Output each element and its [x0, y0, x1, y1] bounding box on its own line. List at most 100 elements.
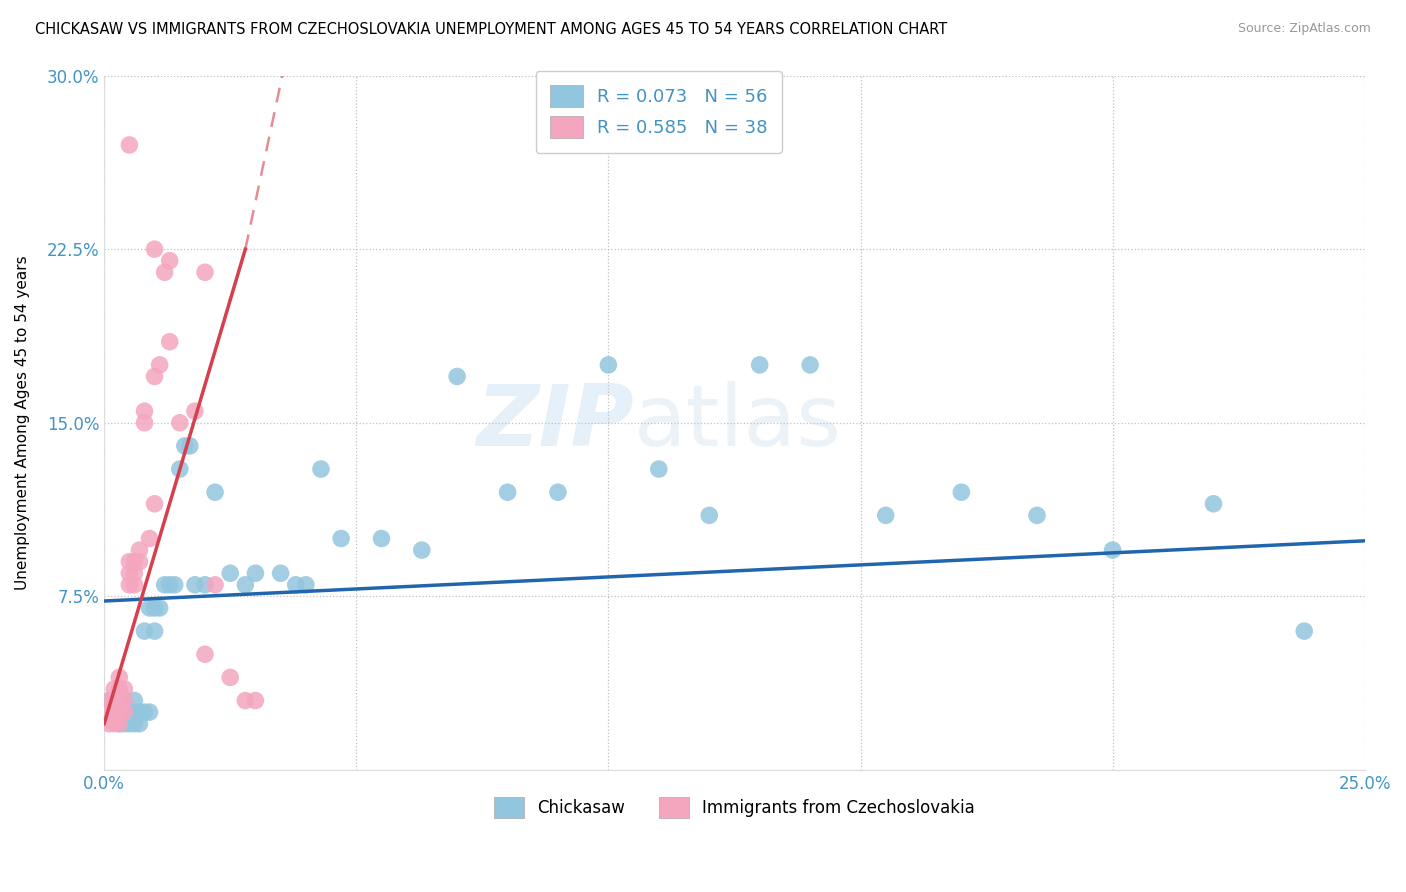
- Point: [1294, 624, 1316, 639]
- Point: [128, 555, 150, 569]
- Point: [143, 601, 166, 615]
- Point: [103, 705, 125, 719]
- Point: [173, 439, 195, 453]
- Point: [103, 716, 125, 731]
- Point: [118, 578, 141, 592]
- Point: [103, 705, 125, 719]
- Point: [124, 578, 146, 592]
- Point: [108, 693, 131, 707]
- Point: [219, 670, 242, 684]
- Point: [233, 693, 256, 707]
- Point: [138, 601, 160, 615]
- Point: [598, 358, 620, 372]
- Point: [149, 358, 172, 372]
- Point: [103, 681, 125, 696]
- Point: [748, 358, 770, 372]
- Point: [245, 566, 267, 581]
- Point: [112, 693, 135, 707]
- Point: [233, 578, 256, 592]
- Point: [284, 578, 307, 592]
- Point: [108, 716, 131, 731]
- Point: [184, 578, 207, 592]
- Point: [118, 138, 141, 153]
- Point: [547, 485, 569, 500]
- Point: [143, 624, 166, 639]
- Point: [112, 716, 135, 731]
- Text: CHICKASAW VS IMMIGRANTS FROM CZECHOSLOVAKIA UNEMPLOYMENT AMONG AGES 45 TO 54 YEA: CHICKASAW VS IMMIGRANTS FROM CZECHOSLOVA…: [35, 22, 948, 37]
- Point: [194, 578, 217, 592]
- Point: [124, 705, 146, 719]
- Point: [134, 624, 156, 639]
- Point: [143, 242, 166, 256]
- Point: [138, 532, 160, 546]
- Point: [799, 358, 821, 372]
- Point: [108, 693, 131, 707]
- Point: [309, 462, 332, 476]
- Point: [124, 693, 146, 707]
- Point: [149, 601, 172, 615]
- Point: [1026, 508, 1049, 523]
- Point: [118, 705, 141, 719]
- Point: [270, 566, 292, 581]
- Point: [159, 334, 181, 349]
- Point: [103, 693, 125, 707]
- Text: Source: ZipAtlas.com: Source: ZipAtlas.com: [1237, 22, 1371, 36]
- Legend: Chickasaw, Immigrants from Czechoslovakia: Chickasaw, Immigrants from Czechoslovaki…: [488, 790, 981, 824]
- Point: [134, 404, 156, 418]
- Point: [446, 369, 468, 384]
- Point: [128, 705, 150, 719]
- Point: [134, 416, 156, 430]
- Text: atlas: atlas: [634, 381, 842, 464]
- Point: [295, 578, 318, 592]
- Y-axis label: Unemployment Among Ages 45 to 54 years: Unemployment Among Ages 45 to 54 years: [15, 255, 30, 591]
- Point: [153, 578, 176, 592]
- Point: [204, 485, 226, 500]
- Point: [112, 693, 135, 707]
- Point: [108, 705, 131, 719]
- Point: [163, 578, 186, 592]
- Point: [496, 485, 519, 500]
- Point: [138, 705, 160, 719]
- Point: [330, 532, 353, 546]
- Point: [219, 566, 242, 581]
- Point: [128, 543, 150, 558]
- Point: [118, 555, 141, 569]
- Point: [118, 716, 141, 731]
- Point: [169, 416, 191, 430]
- Point: [108, 681, 131, 696]
- Point: [124, 566, 146, 581]
- Point: [108, 670, 131, 684]
- Point: [204, 578, 226, 592]
- Point: [124, 555, 146, 569]
- Point: [103, 693, 125, 707]
- Point: [118, 566, 141, 581]
- Text: ZIP: ZIP: [477, 381, 634, 464]
- Point: [411, 543, 433, 558]
- Point: [370, 532, 392, 546]
- Point: [159, 253, 181, 268]
- Point: [179, 439, 201, 453]
- Point: [153, 265, 176, 279]
- Point: [875, 508, 897, 523]
- Point: [98, 693, 121, 707]
- Point: [1101, 543, 1123, 558]
- Point: [194, 265, 217, 279]
- Point: [648, 462, 671, 476]
- Point: [112, 681, 135, 696]
- Point: [98, 693, 121, 707]
- Point: [1202, 497, 1225, 511]
- Point: [950, 485, 973, 500]
- Point: [98, 716, 121, 731]
- Point: [143, 497, 166, 511]
- Point: [697, 508, 720, 523]
- Point: [184, 404, 207, 418]
- Point: [134, 705, 156, 719]
- Point: [108, 705, 131, 719]
- Point: [98, 705, 121, 719]
- Point: [169, 462, 191, 476]
- Point: [245, 693, 267, 707]
- Point: [112, 705, 135, 719]
- Point: [128, 716, 150, 731]
- Point: [159, 578, 181, 592]
- Point: [143, 369, 166, 384]
